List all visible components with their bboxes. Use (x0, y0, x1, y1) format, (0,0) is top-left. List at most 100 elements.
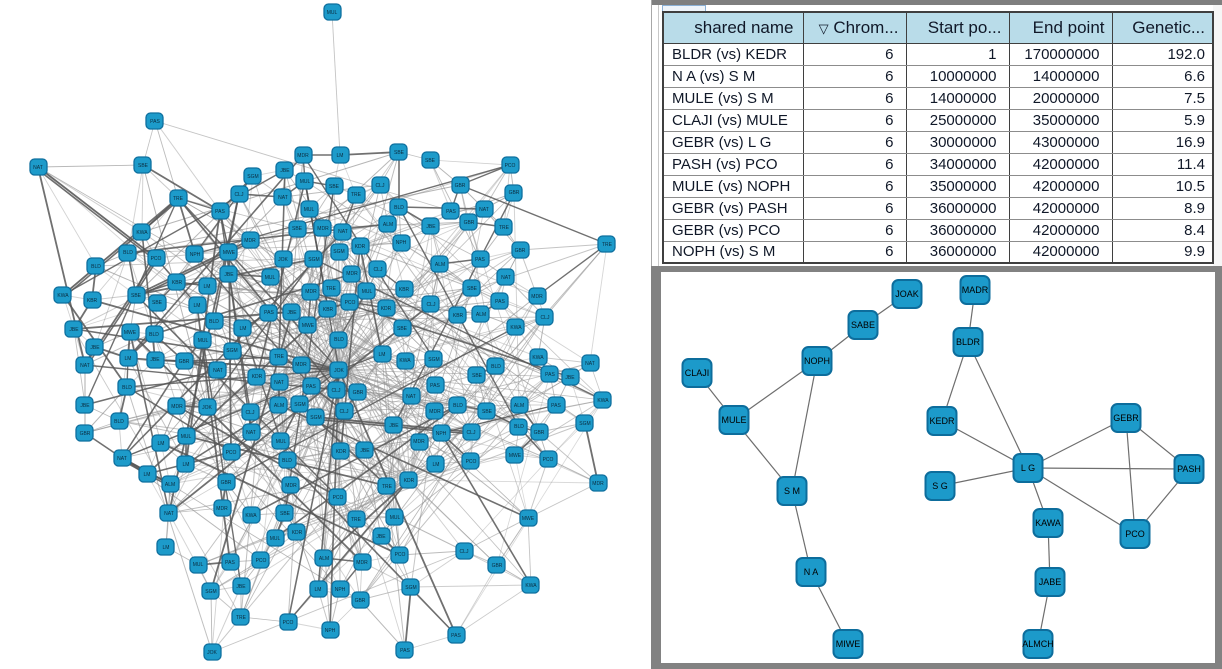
svg-text:TRE: TRE (382, 484, 393, 490)
svg-text:BLD: BLD (453, 403, 463, 409)
svg-text:PCO: PCO (333, 495, 344, 501)
svg-text:PCO: PCO (395, 552, 406, 558)
svg-text:MUL: MUL (181, 434, 192, 440)
svg-text:PAS: PAS (150, 119, 160, 125)
svg-text:NAT: NAT (278, 195, 288, 201)
svg-text:SBE: SBE (131, 293, 142, 299)
svg-text:CLJ: CLJ (374, 267, 383, 273)
svg-text:SGM: SGM (226, 348, 237, 354)
svg-text:MWE: MWE (302, 323, 315, 329)
svg-text:GBR: GBR (515, 248, 526, 254)
svg-text:PCO: PCO (1125, 529, 1145, 539)
svg-text:MDR: MDR (216, 506, 228, 512)
svg-text:ALM: ALM (476, 312, 486, 318)
svg-text:MUL: MUL (193, 562, 204, 568)
svg-text:MWE: MWE (124, 330, 137, 336)
svg-text:TRE: TRE (173, 196, 184, 202)
svg-text:GBR: GBR (355, 598, 366, 604)
svg-text:TRE: TRE (499, 225, 510, 231)
svg-text:NAT: NAT (501, 275, 511, 281)
svg-text:LM: LM (163, 545, 170, 551)
svg-text:BLD: BLD (334, 337, 344, 343)
svg-text:MWE: MWE (522, 516, 535, 522)
svg-text:NAT: NAT (274, 380, 284, 386)
svg-text:PAS: PAS (225, 560, 235, 566)
svg-text:LM: LM (379, 352, 386, 358)
svg-text:CLJ: CLJ (460, 549, 469, 555)
svg-text:SBE: SBE (397, 326, 408, 332)
svg-text:MULE: MULE (721, 415, 746, 425)
svg-text:SGM: SGM (294, 402, 305, 408)
svg-text:NAT: NAT (33, 165, 43, 171)
svg-text:SBE: SBE (482, 409, 493, 415)
svg-text:MDR: MDR (295, 362, 307, 368)
svg-text:KDR: KDR (252, 374, 263, 380)
svg-text:SBE: SBE (394, 150, 405, 156)
svg-text:SGM: SGM (333, 249, 344, 255)
svg-text:CLJ: CLJ (467, 430, 476, 436)
svg-text:JBE: JBE (90, 345, 100, 351)
svg-text:N A: N A (804, 567, 819, 577)
svg-text:SBE: SBE (138, 163, 149, 169)
svg-text:GBR: GBR (492, 563, 503, 569)
svg-text:PAS: PAS (215, 209, 225, 215)
svg-text:ALMCH: ALMCH (1022, 639, 1054, 649)
svg-text:KWA: KWA (57, 293, 69, 299)
svg-text:GBR: GBR (464, 220, 475, 226)
svg-text:KDR: KDR (336, 449, 347, 455)
svg-text:MDR: MDR (429, 409, 441, 415)
svg-text:MDR: MDR (305, 289, 317, 295)
svg-text:MUL: MUL (276, 439, 287, 445)
svg-text:CLJ: CLJ (340, 409, 349, 415)
svg-text:NPH: NPH (335, 587, 346, 593)
svg-text:MUL: MUL (270, 536, 281, 542)
svg-text:CLJ: CLJ (246, 410, 255, 416)
svg-text:PAS: PAS (430, 383, 440, 389)
svg-text:LM: LM (158, 441, 165, 447)
svg-text:BLD: BLD (114, 419, 124, 425)
svg-text:MDR: MDR (531, 294, 543, 300)
svg-text:LM: LM (183, 462, 190, 468)
svg-text:JBE: JBE (376, 534, 386, 540)
svg-text:MUL: MUL (390, 515, 401, 521)
svg-text:MUL: MUL (327, 10, 338, 16)
svg-text:KBR: KBR (399, 287, 410, 293)
svg-text:MDR: MDR (317, 226, 329, 232)
svg-text:KWA: KWA (525, 583, 537, 589)
svg-text:ALM: ALM (319, 556, 329, 562)
svg-text:MWE: MWE (509, 453, 522, 459)
svg-text:SBE: SBE (425, 158, 436, 164)
svg-text:S M: S M (784, 486, 800, 496)
svg-text:PCO: PCO (505, 163, 516, 169)
svg-text:LM: LM (125, 356, 132, 362)
svg-text:PCO: PCO (283, 620, 294, 626)
svg-text:JBE: JBE (360, 448, 370, 454)
svg-text:SGM: SGM (405, 585, 416, 591)
svg-text:KBR: KBR (453, 313, 464, 319)
svg-text:SGM: SGM (308, 257, 319, 263)
svg-text:SGM: SGM (310, 415, 321, 421)
svg-text:MDR: MDR (244, 238, 256, 244)
svg-text:PCO: PCO (226, 450, 237, 456)
svg-text:PAS: PAS (400, 648, 410, 654)
svg-text:JABE: JABE (1039, 577, 1062, 587)
svg-text:NAT: NAT (80, 363, 90, 369)
svg-text:NPH: NPH (325, 628, 336, 634)
svg-text:KWA: KWA (245, 513, 257, 519)
svg-text:S G: S G (932, 481, 948, 491)
svg-text:TRE: TRE (602, 242, 613, 248)
svg-text:TRE: TRE (236, 615, 247, 621)
svg-text:SBE: SBE (152, 300, 163, 306)
svg-text:MDR: MDR (413, 439, 425, 445)
svg-text:PASH: PASH (1177, 464, 1201, 474)
svg-text:LM: LM (433, 462, 440, 468)
svg-text:TRE: TRE (351, 517, 362, 523)
svg-text:CLJ: CLJ (427, 302, 436, 308)
svg-text:BLD: BLD (123, 250, 133, 256)
svg-text:BLD: BLD (122, 385, 132, 391)
svg-text:JBE: JBE (80, 403, 90, 409)
svg-text:GBR: GBR (509, 190, 520, 196)
svg-text:MUL: MUL (265, 275, 276, 281)
svg-text:KAWA: KAWA (1035, 518, 1061, 528)
svg-text:JBE: JBE (426, 224, 436, 230)
